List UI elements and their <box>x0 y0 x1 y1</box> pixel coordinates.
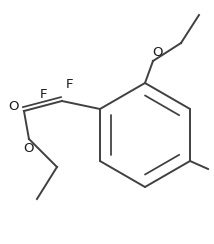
Text: F: F <box>212 164 214 177</box>
Text: O: O <box>153 47 163 60</box>
Text: F: F <box>40 89 48 102</box>
Text: O: O <box>24 142 34 155</box>
Text: F: F <box>66 79 74 92</box>
Text: O: O <box>9 101 19 113</box>
